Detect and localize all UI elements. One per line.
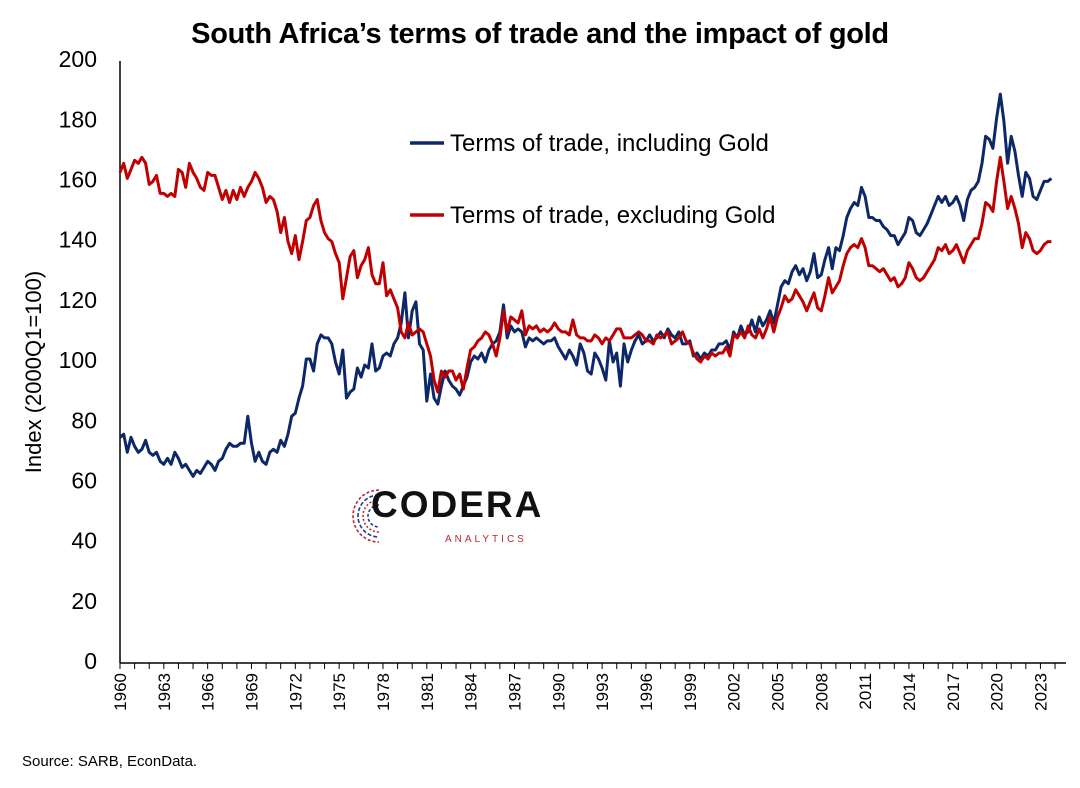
x-tick-label: 1972 xyxy=(286,673,305,711)
x-tick-label: 1975 xyxy=(330,673,349,711)
legend-label-excluding-gold: Terms of trade, excluding Gold xyxy=(450,202,776,229)
codera-logo: CODERA ANALYTICS xyxy=(352,484,555,550)
logo-wordmark: CODERA xyxy=(371,484,544,525)
x-tick-label: 1978 xyxy=(374,673,393,711)
codera-logo-icon xyxy=(352,489,380,543)
y-tick-label: 160 xyxy=(59,166,97,192)
series-line-excluding-gold xyxy=(118,155,1052,394)
y-tick-label: 80 xyxy=(71,407,97,433)
x-tick-label: 1984 xyxy=(462,673,481,711)
y-tick-label: 60 xyxy=(71,467,97,493)
x-tick-label: 1990 xyxy=(549,673,568,711)
x-tick-label: 1999 xyxy=(681,673,700,711)
x-tick-label: 1966 xyxy=(199,673,218,711)
x-tick-label: 2005 xyxy=(768,673,787,711)
x-tick-label: 2011 xyxy=(856,673,875,710)
x-tick-label: 1993 xyxy=(593,673,612,711)
x-tick-label: 1981 xyxy=(418,673,437,711)
x-tick-label: 2017 xyxy=(944,673,963,711)
x-tick-label: 1963 xyxy=(155,673,174,711)
x-tick-label: 1996 xyxy=(637,673,656,711)
chart-title: South Africa’s terms of trade and the im… xyxy=(191,18,889,50)
x-tick-label: 1960 xyxy=(111,673,130,711)
x-tick-label: 2020 xyxy=(988,673,1007,711)
x-tick-label: 1987 xyxy=(505,673,524,711)
source-note: Source: SARB, EconData. xyxy=(22,753,198,770)
logo-tagline: ANALYTICS xyxy=(445,534,527,545)
y-tick-label: 20 xyxy=(71,588,97,614)
legend-label-including-gold: Terms of trade, including Gold xyxy=(450,130,769,157)
x-tick-label: 2008 xyxy=(812,673,831,711)
x-tick-label: 2023 xyxy=(1031,673,1050,711)
y-tick-label: 40 xyxy=(71,528,97,554)
series-line-including-gold xyxy=(119,92,1053,478)
x-tick-label: 2014 xyxy=(900,673,919,711)
y-tick-label: 180 xyxy=(59,106,97,132)
x-tick-label: 2002 xyxy=(725,673,744,711)
x-tick-label: 1969 xyxy=(242,673,261,711)
y-tick-label: 0 xyxy=(84,648,97,674)
y-tick-label: 120 xyxy=(59,287,97,313)
y-tick-label: 200 xyxy=(59,46,97,72)
y-tick-label: 100 xyxy=(59,347,97,373)
y-tick-label: 140 xyxy=(59,227,97,253)
